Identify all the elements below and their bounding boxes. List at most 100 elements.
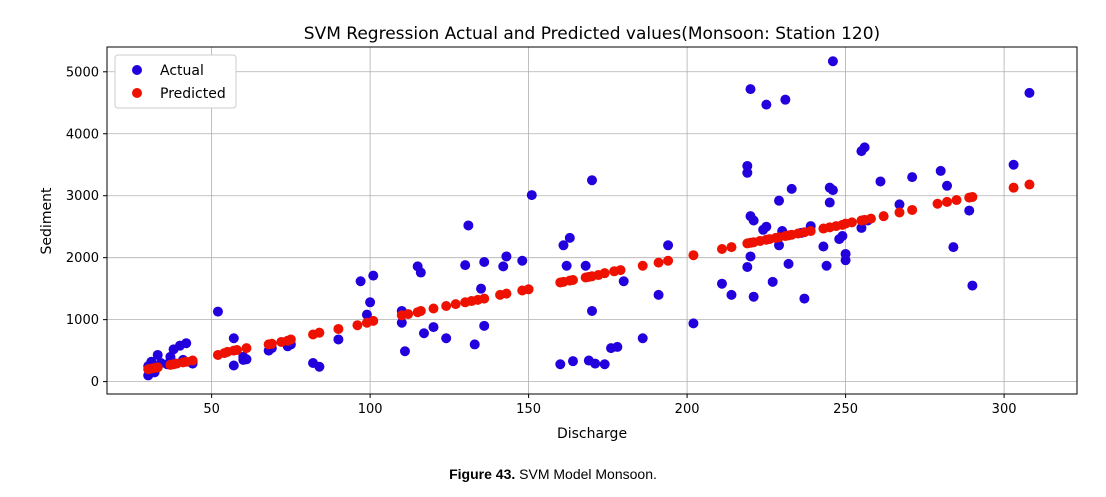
data-point-predicted xyxy=(403,309,414,320)
y-tick-label: 1000 xyxy=(66,313,99,328)
data-point-actual xyxy=(333,334,344,345)
data-point-actual xyxy=(469,339,480,350)
data-point-actual xyxy=(396,317,407,328)
data-point-predicted xyxy=(1024,179,1035,190)
data-point-predicted xyxy=(932,198,943,209)
data-point-actual xyxy=(561,260,572,271)
data-point-actual xyxy=(767,276,778,287)
data-point-predicted xyxy=(333,323,344,334)
data-point-actual xyxy=(742,261,753,272)
figure-caption: Figure 43. SVM Model Monsoon. xyxy=(0,466,1106,482)
legend-label-predicted: Predicted xyxy=(160,86,226,102)
data-point-predicted xyxy=(152,362,163,373)
data-point-actual xyxy=(314,361,325,372)
data-point-predicted xyxy=(352,320,363,331)
data-point-actual xyxy=(580,260,591,271)
data-point-actual xyxy=(780,94,791,105)
data-point-predicted xyxy=(450,299,461,310)
data-point-actual xyxy=(558,240,569,251)
y-tick-label: 5000 xyxy=(66,65,99,80)
data-point-predicted xyxy=(878,211,889,222)
data-point-actual xyxy=(688,318,699,329)
data-point-predicted xyxy=(285,334,296,345)
data-point-predicted xyxy=(441,301,452,312)
data-point-actual xyxy=(587,305,597,316)
data-points xyxy=(143,56,1035,381)
data-point-actual xyxy=(355,276,366,287)
data-point-actual xyxy=(935,165,946,176)
chart-title: SVM Regression Actual and Predicted valu… xyxy=(304,24,880,44)
data-point-actual xyxy=(368,270,379,281)
data-point-actual xyxy=(840,255,851,266)
plot-frame xyxy=(106,46,1078,395)
data-point-actual xyxy=(716,278,727,289)
data-point-actual xyxy=(228,333,239,344)
data-point-actual xyxy=(837,230,848,241)
data-point-actual xyxy=(856,222,867,233)
data-point-actual xyxy=(517,255,528,266)
data-point-actual xyxy=(241,354,252,365)
data-point-predicted xyxy=(907,204,918,215)
data-point-actual xyxy=(599,359,610,370)
data-point-actual xyxy=(618,276,629,287)
data-point-actual xyxy=(418,328,429,339)
data-point-predicted xyxy=(599,268,610,279)
data-point-actual xyxy=(399,346,410,357)
legend-marker-actual xyxy=(132,65,142,75)
y-tick-label: 2000 xyxy=(66,251,99,266)
data-point-predicted xyxy=(726,242,737,253)
legend-box xyxy=(114,54,237,109)
data-point-predicted xyxy=(942,196,953,207)
data-point-actual xyxy=(821,260,832,271)
data-point-actual xyxy=(637,333,648,344)
data-point-actual xyxy=(479,257,490,268)
data-point-actual xyxy=(827,56,838,67)
scatter-chart: 50 100 150 200 250 300 010002000300040005000 … xyxy=(39,24,1078,442)
data-point-predicted xyxy=(716,244,727,255)
data-point-actual xyxy=(1024,87,1035,98)
data-point-predicted xyxy=(688,250,699,261)
data-point-predicted xyxy=(846,217,857,228)
y-axis-ticks: 0 1000 2000 3000 4000 5000 xyxy=(66,65,107,390)
x-tick-label: 150 xyxy=(516,402,541,417)
data-point-actual xyxy=(555,359,566,370)
data-point-actual xyxy=(824,197,835,208)
data-point-actual xyxy=(894,199,905,210)
data-point-actual xyxy=(463,220,474,231)
data-point-predicted xyxy=(501,288,512,299)
data-point-actual xyxy=(501,251,512,262)
data-point-actual xyxy=(948,242,959,253)
data-point-predicted xyxy=(266,338,277,349)
data-point-actual xyxy=(498,261,509,272)
data-point-actual xyxy=(745,251,756,262)
data-point-actual xyxy=(907,172,918,183)
data-point-actual xyxy=(774,195,785,206)
data-point-actual xyxy=(742,167,753,178)
data-point-actual xyxy=(476,283,487,294)
data-point-actual xyxy=(181,338,192,349)
y-axis-label: Sediment xyxy=(39,187,55,254)
data-point-predicted xyxy=(805,226,816,237)
data-point-predicted xyxy=(187,355,198,366)
data-point-actual xyxy=(726,289,737,300)
data-point-predicted xyxy=(637,260,648,271)
series-actual xyxy=(143,56,1035,381)
data-point-predicted xyxy=(231,345,242,356)
x-tick-label: 250 xyxy=(833,402,858,417)
data-point-predicted xyxy=(567,274,578,285)
data-point-actual xyxy=(964,205,975,216)
data-point-predicted xyxy=(523,284,534,295)
data-point-actual xyxy=(590,358,601,369)
data-point-actual xyxy=(587,175,597,186)
data-point-predicted xyxy=(615,265,626,276)
data-point-actual xyxy=(663,240,674,251)
data-point-actual xyxy=(441,333,452,344)
data-point-actual xyxy=(365,297,376,308)
data-point-actual xyxy=(799,293,810,304)
data-point-actual xyxy=(761,221,772,232)
data-point-actual xyxy=(612,341,623,352)
legend-label-actual: Actual xyxy=(160,63,204,79)
data-point-predicted xyxy=(314,327,325,338)
x-tick-label: 100 xyxy=(358,402,383,417)
data-point-actual xyxy=(875,176,886,187)
